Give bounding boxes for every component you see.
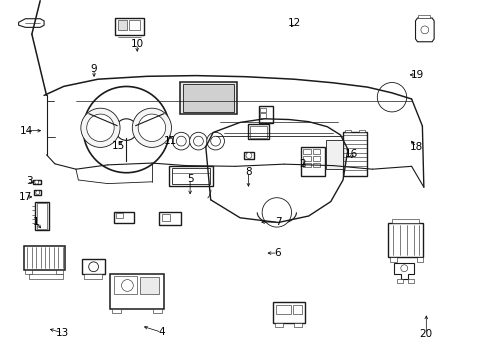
Text: 9: 9	[91, 64, 98, 75]
Text: 6: 6	[274, 248, 281, 258]
Text: 13: 13	[56, 328, 70, 338]
Circle shape	[35, 180, 39, 184]
Circle shape	[207, 132, 224, 150]
Polygon shape	[416, 18, 434, 42]
Bar	[392, 219, 419, 223]
Bar	[248, 124, 269, 139]
Circle shape	[122, 280, 133, 291]
Text: 18: 18	[410, 142, 423, 152]
Bar	[388, 223, 423, 257]
Bar	[159, 212, 181, 225]
Text: 14: 14	[19, 126, 33, 136]
Bar	[82, 259, 105, 274]
Text: 7: 7	[275, 217, 282, 227]
Bar	[118, 20, 127, 30]
Bar	[303, 156, 311, 161]
Circle shape	[89, 262, 98, 272]
Bar	[273, 302, 305, 323]
Polygon shape	[19, 19, 44, 27]
Bar	[313, 156, 320, 161]
Bar	[301, 147, 325, 176]
Circle shape	[83, 86, 170, 173]
Text: 2: 2	[299, 159, 306, 169]
Circle shape	[138, 114, 166, 141]
Bar	[293, 305, 302, 314]
Bar	[303, 149, 311, 154]
Bar	[169, 166, 213, 186]
Bar	[313, 149, 320, 154]
Bar	[116, 213, 123, 218]
Bar	[250, 126, 267, 138]
Bar	[313, 163, 320, 167]
Bar	[183, 84, 234, 112]
Text: 8: 8	[245, 167, 252, 177]
Circle shape	[176, 136, 186, 146]
Bar	[140, 277, 159, 294]
Bar	[260, 108, 266, 112]
Bar	[172, 168, 210, 184]
Circle shape	[190, 132, 207, 150]
Bar	[259, 106, 273, 123]
Circle shape	[262, 198, 292, 227]
Bar	[112, 309, 121, 313]
Text: 11: 11	[164, 136, 177, 147]
Circle shape	[401, 265, 408, 272]
Circle shape	[246, 153, 252, 158]
Text: 19: 19	[411, 70, 424, 80]
Bar	[56, 270, 63, 274]
Circle shape	[421, 26, 429, 34]
Text: 3: 3	[26, 176, 33, 186]
Bar	[84, 274, 102, 279]
Bar	[294, 323, 302, 327]
Text: 4: 4	[158, 327, 165, 337]
Text: 5: 5	[187, 174, 194, 184]
Bar	[359, 130, 365, 132]
Bar	[37, 203, 47, 229]
Text: 17: 17	[19, 192, 32, 202]
Bar	[345, 130, 351, 132]
Circle shape	[87, 114, 114, 141]
Bar	[114, 276, 137, 294]
Bar	[153, 309, 162, 313]
Circle shape	[172, 132, 190, 150]
Text: 16: 16	[345, 149, 359, 159]
Bar	[343, 132, 367, 176]
Bar	[35, 202, 49, 230]
Bar	[114, 212, 134, 223]
Text: 1: 1	[32, 217, 39, 228]
Text: 12: 12	[287, 18, 301, 28]
Circle shape	[81, 108, 120, 147]
Circle shape	[377, 82, 407, 112]
Bar	[24, 246, 65, 270]
Text: 15: 15	[112, 141, 125, 151]
Bar	[180, 82, 237, 114]
Bar	[390, 257, 397, 262]
Circle shape	[116, 119, 137, 140]
Polygon shape	[394, 263, 414, 279]
Bar	[416, 257, 423, 262]
Bar	[129, 20, 140, 30]
Bar	[33, 180, 41, 184]
Bar	[260, 113, 266, 118]
Text: 20: 20	[420, 329, 433, 339]
Bar	[244, 152, 254, 159]
Bar	[162, 214, 170, 221]
Bar	[110, 274, 164, 309]
Bar	[34, 190, 41, 195]
Bar	[326, 140, 343, 169]
Bar	[303, 163, 311, 167]
Bar	[29, 274, 63, 279]
Bar	[275, 323, 283, 327]
Bar	[418, 15, 430, 18]
Bar	[408, 279, 414, 283]
Bar	[276, 305, 291, 314]
Bar	[25, 270, 32, 274]
Circle shape	[211, 136, 220, 146]
Text: 10: 10	[131, 39, 144, 49]
Bar	[397, 279, 403, 283]
Bar	[115, 18, 144, 35]
Circle shape	[194, 136, 203, 146]
Circle shape	[36, 191, 40, 194]
Circle shape	[132, 108, 172, 147]
